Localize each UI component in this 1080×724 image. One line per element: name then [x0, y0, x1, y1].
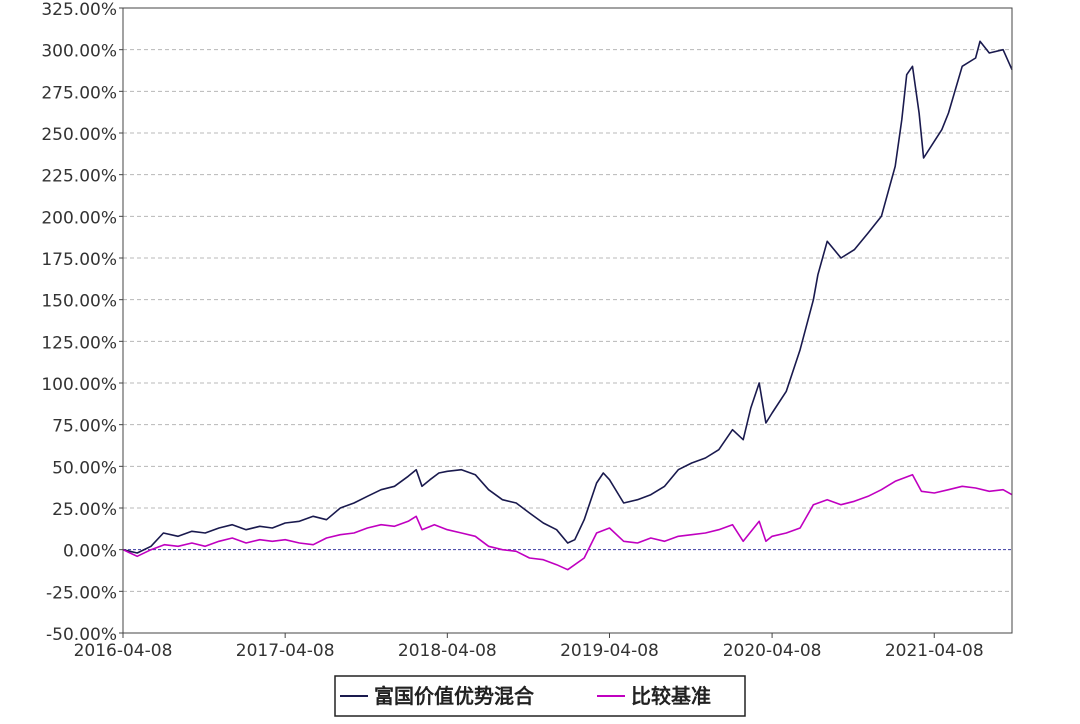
y-axis-tick-labels: 325.00% 300.00% 275.00% 250.00% 225.00% 200.0…	[41, 0, 123, 645]
legend-box	[334, 675, 746, 717]
x-tick-label: 2021-04-08	[885, 641, 984, 661]
y-tick-label: 0.00%	[63, 542, 117, 562]
grid-lines	[123, 49, 1012, 592]
series-lines	[122, 40, 1013, 571]
x-tick-label: 2020-04-08	[723, 641, 822, 661]
series-line-1	[122, 40, 1013, 554]
y-tick-label: -50.00%	[46, 625, 117, 645]
x-tick-label: 2019-04-08	[560, 641, 659, 661]
y-tick-label: -25.00%	[46, 583, 117, 603]
legend-label: 富国价值优势混合	[374, 684, 535, 708]
y-tick-label: 25.00%	[52, 500, 117, 520]
x-tick-label: 2017-04-08	[236, 641, 335, 661]
legend-label: 比较基准	[631, 684, 711, 708]
plot-frame	[122, 7, 1013, 634]
y-tick-label: 300.00%	[41, 42, 117, 62]
y-tick-label: 325.00%	[41, 0, 117, 20]
x-tick-label: 2018-04-08	[398, 641, 497, 661]
y-tick-label: 175.00%	[41, 250, 117, 270]
y-tick-label: 100.00%	[41, 375, 117, 395]
y-tick-label: 150.00%	[41, 292, 117, 312]
y-tick-label: 275.00%	[41, 83, 117, 103]
legend: 富国价值优势混合 比较基准	[334, 675, 746, 717]
x-axis-tick-labels: 2016-04-08 2017-04-08 2018-04-08 2019-04-08…	[74, 633, 984, 661]
y-tick-label: 75.00%	[52, 417, 117, 437]
y-tick-label: 125.00%	[41, 333, 117, 353]
y-tick-label: 250.00%	[41, 125, 117, 145]
y-tick-label: 200.00%	[41, 208, 117, 228]
y-tick-label: 225.00%	[41, 167, 117, 187]
x-tick-label: 2016-04-08	[74, 641, 173, 661]
series-line-2	[122, 473, 1013, 571]
y-tick-label: 50.00%	[52, 458, 117, 478]
